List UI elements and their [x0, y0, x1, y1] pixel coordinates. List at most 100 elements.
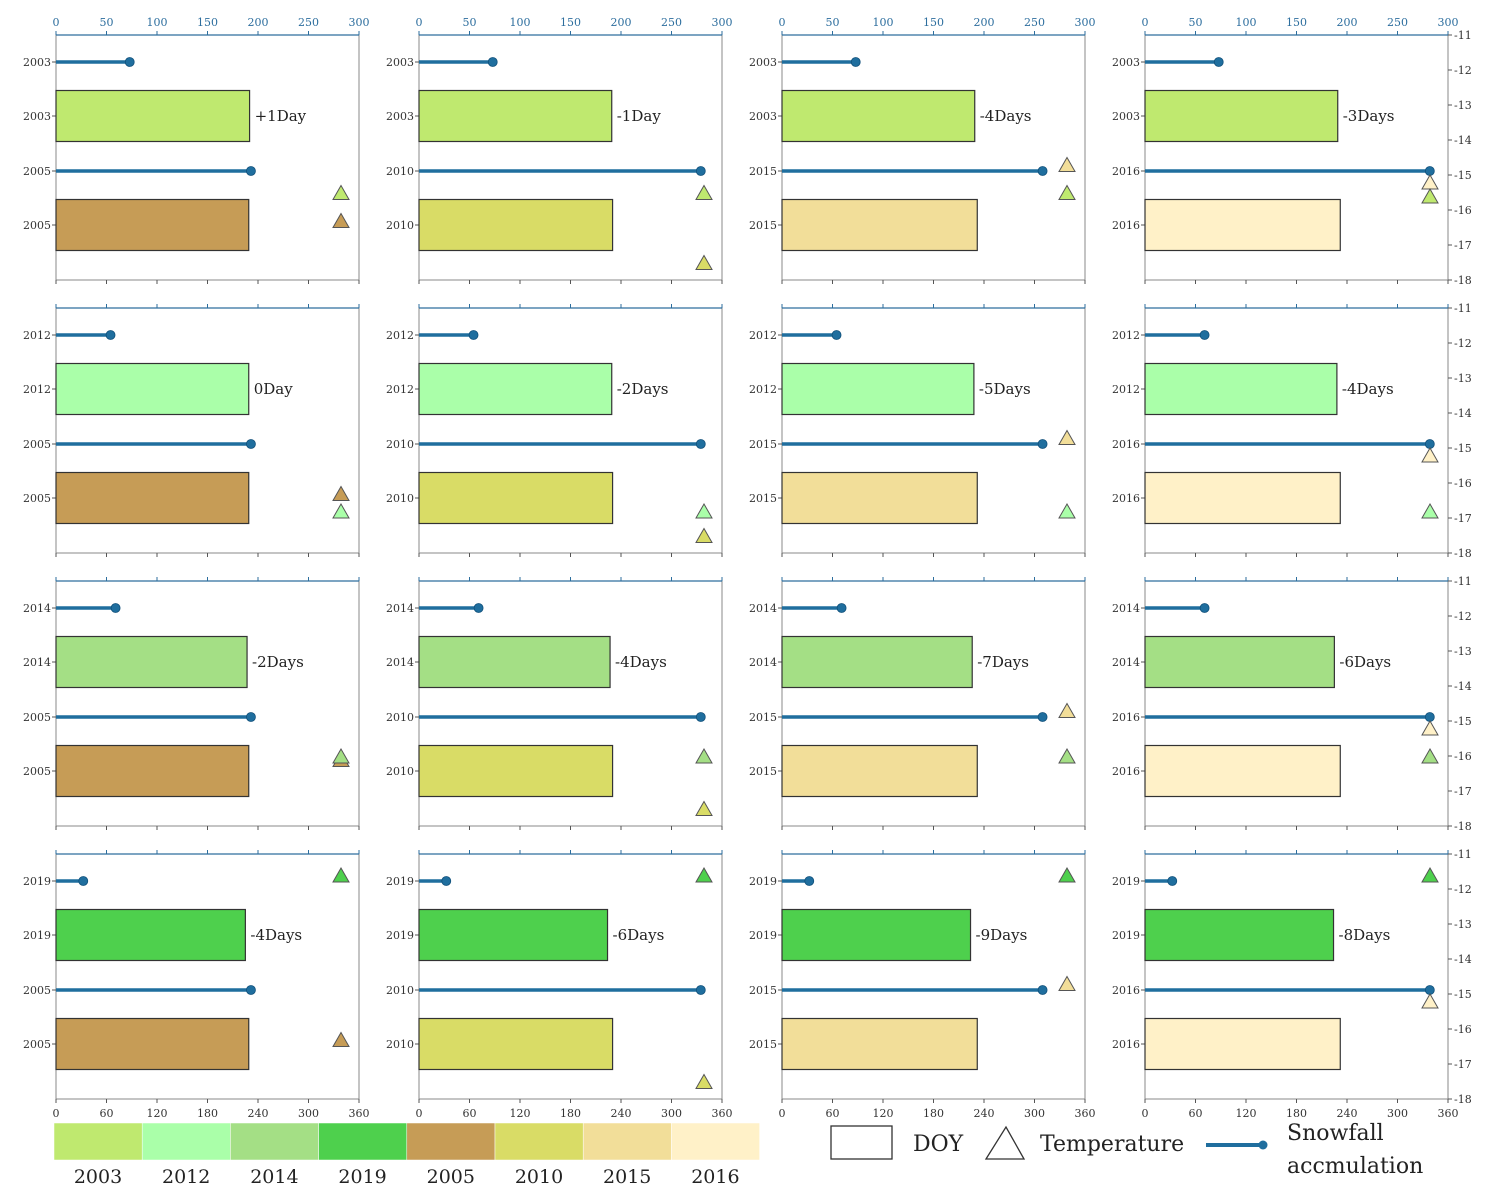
doy-bar-2015 — [781, 471, 978, 525]
top-tick-label: 50 — [826, 16, 840, 29]
doy-bar-2019 — [781, 908, 972, 962]
legend-swatch-2019 — [318, 1122, 408, 1161]
temperature-marker-2019 — [332, 866, 350, 883]
top-tick-label: 100 — [510, 16, 531, 29]
doy-bar-2016 — [1144, 198, 1341, 252]
y-tick-label: 2015 — [749, 765, 777, 778]
panel-r3-c3: 0 60 120 180 240 300 360 2019 2019 2016 2016 -8Days — [1112, 850, 1459, 1120]
top-tick-label: 0 — [53, 16, 60, 29]
temperature-marker-2016 — [1421, 173, 1439, 190]
y-tick-label: 2019 — [749, 929, 777, 942]
difference-annotation: -6Days — [1339, 653, 1391, 671]
temperature-marker-2015 — [1058, 156, 1076, 172]
y-tick-label: 2014 — [23, 656, 51, 669]
right-axis-row-0: -11 -12 -13 -14 -15 -16 -17 -18 — [1448, 29, 1472, 287]
temperature-marker-2016 — [1421, 992, 1439, 1009]
doy-bar-2003 — [55, 89, 251, 143]
bottom-tick-label: 60 — [100, 1107, 114, 1120]
snowfall-dot-2014 — [836, 603, 847, 613]
y-tick-label: 2014 — [386, 656, 414, 669]
y-tick-label: 2010 — [386, 984, 414, 997]
right-tick-label: -13 — [1454, 918, 1472, 931]
top-tick-label: 0 — [1142, 16, 1149, 29]
top-tick-label: 250 — [298, 16, 319, 29]
y-tick-label: 2010 — [386, 711, 414, 724]
panel-r1-c1: 2012 2012 2010 2010 -2Days — [386, 304, 723, 557]
y-tick-label: 2016 — [1112, 984, 1140, 997]
y-tick-label: 2005 — [23, 438, 51, 451]
temperature-marker-2005 — [332, 1031, 350, 1047]
doy-bar-2003 — [1144, 89, 1339, 143]
snowfall-dot-2012 — [831, 330, 842, 340]
y-tick-label: 2003 — [386, 110, 414, 123]
panel-r0-c0: 0 50 100 150 200 250 300 2003 2003 2005 2005 +1Day — [23, 16, 370, 284]
doy-bar-2003 — [418, 89, 613, 143]
top-tick-label: 300 — [349, 16, 370, 29]
legend-year-2003: 2003 — [74, 1166, 122, 1188]
legend-year-2019: 2019 — [338, 1166, 386, 1188]
panel-r2-c3: 2014 2014 2016 2016 -6Days — [1112, 577, 1449, 830]
bottom-tick-label: 0 — [1142, 1107, 1149, 1120]
y-tick-label: 2014 — [1112, 602, 1140, 615]
bottom-tick-label: 300 — [1024, 1107, 1045, 1120]
snowfall-dot-2005 — [246, 712, 256, 722]
bottom-tick-label: 180 — [923, 1107, 944, 1120]
panel-r1-c0: 2012 2012 2005 2005 0Day — [23, 304, 360, 557]
right-tick-label: -14 — [1454, 134, 1472, 147]
bottom-tick-label: 60 — [463, 1107, 477, 1120]
y-tick-label: 2019 — [386, 929, 414, 942]
snowfall-dot-2016 — [1424, 439, 1435, 449]
temperature-marker-2005 — [332, 212, 350, 228]
snowfall-dot-2005 — [246, 439, 256, 449]
difference-annotation: -2Days — [252, 653, 304, 671]
y-tick-label: 2014 — [749, 602, 777, 615]
y-tick-label: 2010 — [386, 165, 414, 178]
doy-bar-2012 — [1144, 362, 1338, 416]
right-tick-label: -18 — [1454, 1093, 1472, 1106]
doy-bar-2019 — [55, 908, 246, 962]
right-tick-label: -14 — [1454, 953, 1472, 966]
y-tick-label: 2015 — [749, 492, 777, 505]
snowfall-dot-2016 — [1424, 166, 1435, 176]
temperature-marker-2012 — [1421, 502, 1439, 519]
right-tick-label: -11 — [1454, 848, 1472, 861]
temperature-marker-2014 — [1421, 747, 1439, 764]
doy-bar-2010 — [418, 471, 614, 525]
y-tick-label: 2005 — [23, 765, 51, 778]
doy-bar-2015 — [781, 1017, 978, 1071]
top-tick-label: 300 — [712, 16, 733, 29]
snowfall-dot-2012 — [468, 330, 479, 340]
right-tick-label: -17 — [1454, 1058, 1472, 1071]
right-tick-label: -12 — [1454, 337, 1472, 350]
snowfall-dot-2010 — [695, 166, 706, 176]
snowfall-dot-2010 — [695, 439, 706, 449]
y-tick-label: 2019 — [1112, 929, 1140, 942]
bottom-tick-label: 120 — [873, 1107, 894, 1120]
y-tick-label: 2010 — [386, 219, 414, 232]
temperature-marker-2019 — [1058, 866, 1076, 883]
difference-annotation: -8Days — [1339, 926, 1391, 944]
y-tick-label: 2010 — [386, 438, 414, 451]
right-tick-label: -11 — [1454, 29, 1472, 42]
legend-swatch-2016 — [671, 1122, 760, 1161]
right-tick-label: -18 — [1454, 274, 1472, 287]
difference-annotation: -1Day — [617, 107, 662, 125]
right-tick-label: -18 — [1454, 547, 1472, 560]
difference-annotation: -6Days — [613, 926, 665, 944]
temperature-marker-2010 — [695, 800, 713, 816]
snowfall-dot-2014 — [110, 603, 121, 613]
top-tick-label: 50 — [100, 16, 114, 29]
top-tick-label: 100 — [873, 16, 894, 29]
difference-annotation: -4Days — [250, 926, 302, 944]
bottom-tick-label: 0 — [779, 1107, 786, 1120]
top-tick-label: 250 — [1387, 16, 1408, 29]
y-tick-label: 2003 — [1112, 56, 1140, 69]
top-tick-label: 250 — [661, 16, 682, 29]
doy-bar-2012 — [418, 362, 613, 416]
snowfall-dot-2016 — [1424, 985, 1435, 995]
panel-r1-c3: 2012 2012 2016 2016 -4Days — [1112, 304, 1449, 557]
doy-bar-2010 — [418, 198, 614, 252]
difference-annotation: -2Days — [617, 380, 669, 398]
snowfall-dot-2003 — [850, 57, 861, 67]
panels: 0 50 100 150 200 250 3002003200320052005+1Day0… — [23, 16, 1459, 1120]
